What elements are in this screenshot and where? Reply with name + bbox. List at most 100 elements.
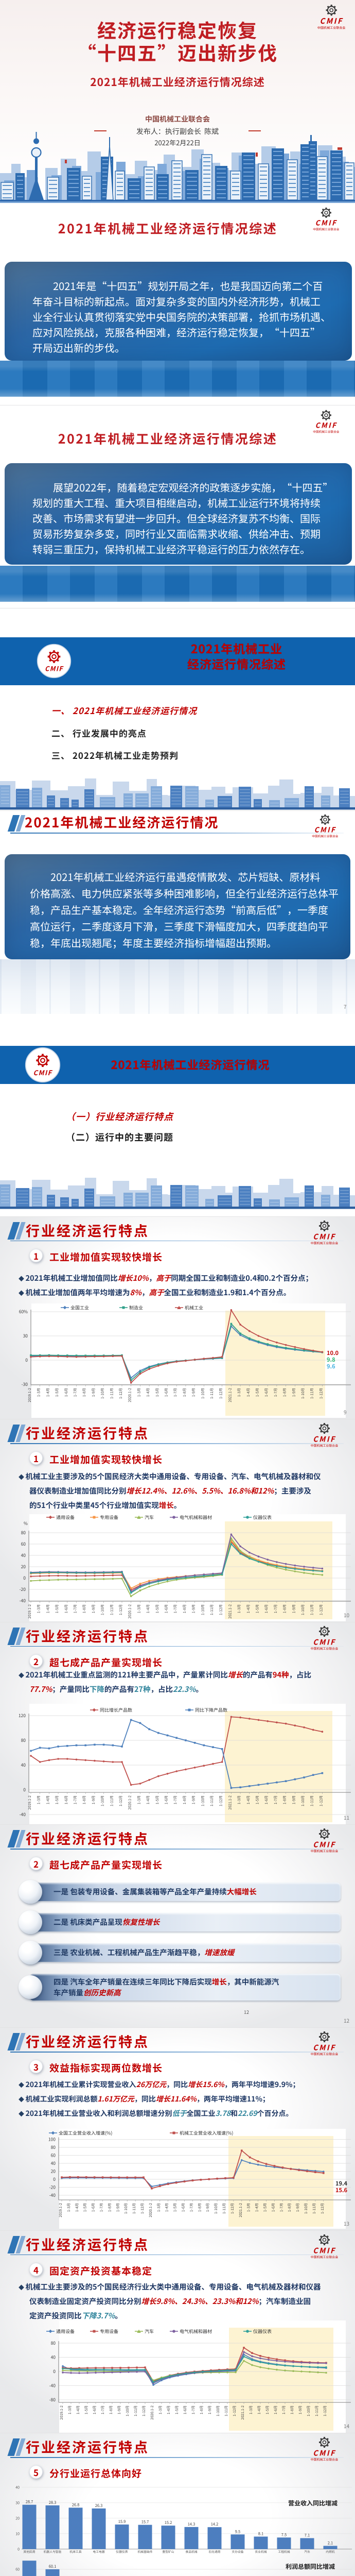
svg-text:工程机械: 工程机械 <box>278 2549 290 2554</box>
svg-text:汽车: 汽车 <box>145 1514 154 1521</box>
svg-text:2021.1-2: 2021.1-2 <box>227 1795 233 1810</box>
svg-text:1-4月: 1-4月 <box>45 1604 50 1613</box>
svg-text:2.1: 2.1 <box>328 2540 333 2546</box>
svg-text:机械基础件: 机械基础件 <box>138 2549 153 2554</box>
svg-text:1-12月: 1-12月 <box>219 1388 224 1399</box>
svg-text:1-11月: 1-11月 <box>109 1795 114 1806</box>
svg-text:1-6月: 1-6月 <box>64 1604 69 1613</box>
svg-text:中国机械工业联合会: 中国机械工业联合会 <box>317 25 346 30</box>
svg-text:0: 0 <box>23 1787 26 1793</box>
svg-text:15.9: 15.9 <box>118 2519 126 2524</box>
svg-text:2020.1-2: 2020.1-2 <box>148 2203 153 2217</box>
svg-text:1-4月: 1-4月 <box>246 1604 251 1613</box>
svg-text:1-4月: 1-4月 <box>45 1795 50 1804</box>
svg-text:19.4: 19.4 <box>335 2179 348 2188</box>
svg-text:0: 0 <box>53 2176 56 2182</box>
svg-text:1-10月: 1-10月 <box>100 1604 105 1615</box>
svg-text:1-12月: 1-12月 <box>318 1604 324 1615</box>
svg-text:1-5月: 1-5月 <box>255 1388 260 1397</box>
svg-text:1-7月: 1-7月 <box>273 1604 278 1613</box>
svg-text:1-6月: 1-6月 <box>181 2203 186 2212</box>
svg-text:电气机械和器材: 电气机械和器材 <box>180 1514 212 1521</box>
svg-text:80: 80 <box>21 1737 26 1743</box>
svg-text:仪器仪表: 仪器仪表 <box>116 2549 128 2554</box>
svg-text:1-10月: 1-10月 <box>214 2203 219 2214</box>
svg-text:汽车: 汽车 <box>304 2549 310 2554</box>
svg-text:1-3月: 1-3月 <box>237 1604 242 1613</box>
svg-text:1-3月: 1-3月 <box>237 1388 242 1397</box>
svg-text:1-9月: 1-9月 <box>207 2405 212 2414</box>
svg-text:同比增长产品数: 同比增长产品数 <box>100 1706 132 1713</box>
svg-text:1-9月: 1-9月 <box>91 1604 96 1613</box>
svg-text:1-3月: 1-3月 <box>66 2203 72 2212</box>
svg-text:1-5月: 1-5月 <box>255 1604 260 1613</box>
svg-text:1-12月: 1-12月 <box>118 1795 123 1806</box>
svg-text:40: 40 <box>21 1552 26 1558</box>
svg-text:机床工具: 机床工具 <box>69 2549 81 2554</box>
svg-text:20: 20 <box>51 2168 56 2175</box>
svg-text:1-9月: 1-9月 <box>291 1604 296 1613</box>
svg-text:1-6月: 1-6月 <box>183 2405 188 2414</box>
svg-text:1-11月: 1-11月 <box>209 1795 215 1806</box>
svg-text:1-5月: 1-5月 <box>84 2405 89 2414</box>
svg-text:-80: -80 <box>49 2397 56 2403</box>
svg-text:-40: -40 <box>20 1811 26 1818</box>
svg-text:0: 0 <box>17 2547 20 2552</box>
svg-text:1-9月: 1-9月 <box>117 2405 122 2414</box>
svg-text:通用设备: 通用设备 <box>56 2328 75 2334</box>
svg-text:2020.1-2: 2020.1-2 <box>150 2405 155 2419</box>
svg-text:1-8月: 1-8月 <box>282 1388 288 1397</box>
svg-text:1-4月: 1-4月 <box>146 1795 151 1804</box>
svg-text:1-3月: 1-3月 <box>37 1388 42 1397</box>
svg-text:1-3月: 1-3月 <box>136 1604 141 1613</box>
svg-text:1-12月: 1-12月 <box>141 2405 147 2416</box>
svg-text:1-7月: 1-7月 <box>100 2405 105 2414</box>
svg-text:30: 30 <box>15 2500 20 2505</box>
svg-text:1-12月: 1-12月 <box>323 2405 328 2416</box>
svg-text:1-4月: 1-4月 <box>45 1388 50 1397</box>
svg-text:1-6月: 1-6月 <box>264 1604 269 1613</box>
svg-text:1-10月: 1-10月 <box>300 1388 306 1399</box>
svg-text:机械工业营业收入增速(%): 机械工业营业收入增速(%) <box>180 2130 233 2137</box>
svg-text:60: 60 <box>51 2153 56 2159</box>
svg-text:-40: -40 <box>49 2382 56 2388</box>
svg-text:中国机械工业联合会: 中国机械工业联合会 <box>311 1241 339 1245</box>
svg-text:制造业: 制造业 <box>129 1304 143 1311</box>
svg-text:2019.1-2: 2019.1-2 <box>58 2203 63 2217</box>
svg-text:1-9月: 1-9月 <box>205 2203 210 2212</box>
svg-text:1-10月: 1-10月 <box>300 1604 306 1615</box>
svg-text:1-7月: 1-7月 <box>73 1604 78 1613</box>
svg-text:全国工业营业收入增速(%): 全国工业营业收入增速(%) <box>59 2130 112 2137</box>
svg-text:1-4月: 1-4月 <box>246 1388 251 1397</box>
svg-text:0: 0 <box>25 1357 28 1363</box>
svg-text:1-12月: 1-12月 <box>230 2203 235 2214</box>
svg-text:40: 40 <box>15 2485 20 2490</box>
svg-text:1-6月: 1-6月 <box>273 2405 278 2414</box>
svg-text:1-8月: 1-8月 <box>82 1388 87 1397</box>
svg-text:2019.1-2: 2019.1-2 <box>59 2405 64 2419</box>
svg-text:1-9月: 1-9月 <box>191 1388 197 1397</box>
svg-text:60.1: 60.1 <box>49 2564 57 2569</box>
svg-text:1-5月: 1-5月 <box>83 2203 88 2212</box>
svg-text:2021.1-2: 2021.1-2 <box>240 2405 245 2419</box>
svg-text:1-10月: 1-10月 <box>100 1795 105 1806</box>
svg-text:1-11月: 1-11月 <box>314 2405 319 2416</box>
svg-text:-40: -40 <box>20 1598 26 1604</box>
svg-text:1-8月: 1-8月 <box>182 1604 187 1613</box>
svg-text:1-3月: 1-3月 <box>248 2405 254 2414</box>
svg-text:1-6月: 1-6月 <box>92 2405 97 2414</box>
svg-text:1-7月: 1-7月 <box>173 1388 178 1397</box>
svg-text:CMIF: CMIF <box>45 663 64 673</box>
svg-text:1-12月: 1-12月 <box>118 1604 123 1615</box>
svg-text:2019.1-2: 2019.1-2 <box>27 1795 32 1810</box>
svg-text:1-3月: 1-3月 <box>136 1795 141 1804</box>
svg-text:1-10月: 1-10月 <box>200 1604 205 1615</box>
svg-text:-20: -20 <box>49 2184 56 2191</box>
svg-text:1-11月: 1-11月 <box>310 1388 315 1399</box>
svg-text:7.1: 7.1 <box>305 2533 310 2538</box>
svg-text:1-9月: 1-9月 <box>291 1795 296 1804</box>
svg-text:CMIF: CMIF <box>313 1434 336 1445</box>
svg-text:1-11月: 1-11月 <box>224 2405 229 2416</box>
svg-text:1-7月: 1-7月 <box>189 2203 194 2212</box>
svg-text:1-12月: 1-12月 <box>320 2203 325 2214</box>
